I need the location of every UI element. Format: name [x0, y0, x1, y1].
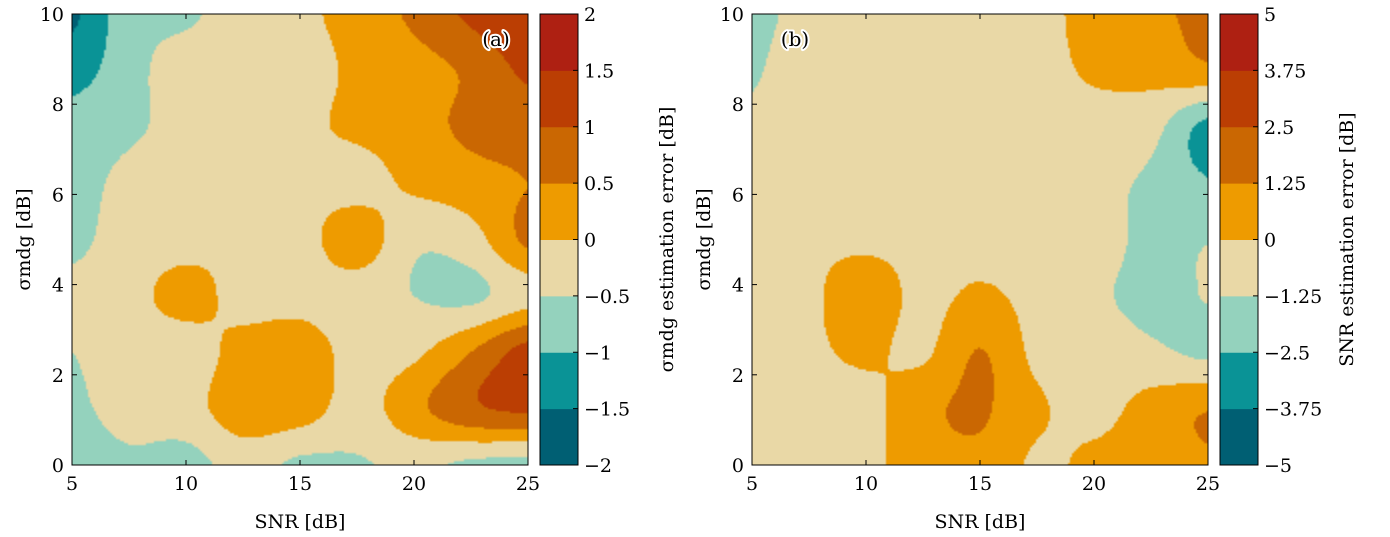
colorbar-band	[1220, 183, 1258, 240]
colorbar-band	[540, 295, 578, 353]
panel-label: (a)	[482, 27, 510, 51]
colorbar-tick-label: 2	[584, 4, 596, 26]
colorbar-tick-label: 0	[1264, 230, 1276, 252]
colorbar-tick-label: 1	[584, 117, 596, 139]
colorbar-band	[540, 352, 578, 410]
panel-b: 5 10 15 20 25 0 2 4 6 8 10 SNR [dB] σmdg [dB] (b) −5 −3…	[693, 4, 1358, 533]
colorbar-band	[540, 408, 578, 466]
colorbar-band	[540, 183, 578, 240]
x-tick-label: 15	[288, 473, 312, 495]
colorbar-tick-label: 0.5	[584, 173, 614, 195]
y-axis-label: σmdg [dB]	[13, 188, 35, 290]
colorbar-tick-label: 2.5	[1264, 117, 1294, 139]
colorbar-tick-label: 0	[584, 230, 596, 252]
x-axis-label: SNR [dB]	[935, 511, 1026, 533]
colorbar-band	[1220, 126, 1258, 184]
contour-fill	[72, 14, 528, 465]
x-tick-label: 10	[174, 473, 198, 495]
colorbar-band	[1220, 352, 1258, 410]
colorbar-tick-label: −3.75	[1264, 399, 1322, 421]
colorbar-tick-label: 3.75	[1264, 60, 1306, 82]
colorbar-band	[540, 70, 578, 128]
y-axis-label: σmdg [dB]	[693, 188, 715, 290]
colorbar-tick-label: −0.5	[584, 286, 630, 308]
x-tick-label: 5	[66, 473, 78, 495]
colorbar-band	[540, 239, 578, 297]
y-tick-label: 0	[732, 455, 744, 477]
colorbar-band	[540, 126, 578, 184]
y-tick-label: 2	[732, 365, 744, 387]
colorbar-tick-label: −2	[584, 455, 612, 477]
x-axis-label: SNR [dB]	[255, 511, 346, 533]
x-tick-label: 5	[746, 473, 758, 495]
contour-fill	[752, 14, 1208, 465]
colorbar-tick-label: 1.5	[584, 60, 614, 82]
panel-label: (b)	[781, 27, 809, 51]
colorbar-tick-label: −1.5	[584, 399, 630, 421]
colorbar-label: SNR estimation error [dB]	[1336, 112, 1358, 366]
x-tick-label: 20	[402, 473, 426, 495]
colorbar-band	[1220, 408, 1258, 466]
y-tick-label: 2	[52, 365, 64, 387]
colorbar-tick-label: 1.25	[1264, 173, 1306, 195]
colorbar-tick-label: −2.5	[1264, 342, 1310, 364]
x-tick-label: 15	[968, 473, 992, 495]
colorbar-tick-label: −5	[1264, 455, 1292, 477]
y-tick-label: 8	[732, 94, 744, 116]
y-tick-label: 10	[720, 4, 744, 26]
y-tick-label: 8	[52, 94, 64, 116]
y-tick-label: 0	[52, 455, 64, 477]
colorbar-tick-label: −1.25	[1264, 286, 1322, 308]
x-tick-label: 25	[516, 473, 540, 495]
colorbar-band	[1220, 295, 1258, 353]
colorbar-band	[1220, 14, 1258, 71]
y-tick-label: 10	[40, 4, 64, 26]
y-tick-label: 6	[732, 184, 744, 206]
x-tick-label: 20	[1082, 473, 1106, 495]
colorbar-band	[1220, 70, 1258, 128]
colorbar-tick-label: −1	[584, 342, 612, 364]
colorbar-label: σmdg estimation error [dB]	[656, 107, 678, 373]
y-tick-label: 4	[52, 275, 64, 297]
x-tick-label: 25	[1196, 473, 1220, 495]
x-tick-label: 10	[854, 473, 878, 495]
colorbar-tick-label: 5	[1264, 4, 1276, 26]
y-tick-label: 4	[732, 275, 744, 297]
colorbar-band	[1220, 239, 1258, 297]
colorbar-band	[540, 14, 578, 71]
y-tick-label: 6	[52, 184, 64, 206]
